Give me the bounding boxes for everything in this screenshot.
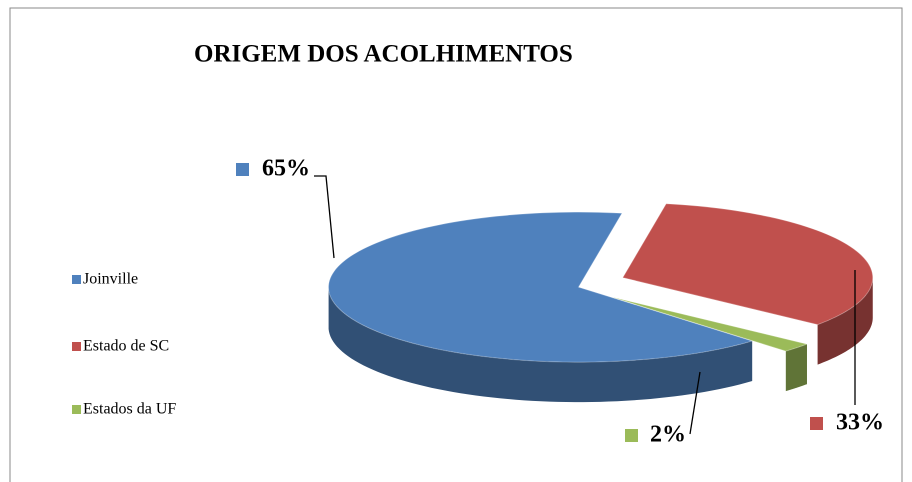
slice-tops	[328, 203, 874, 363]
data-label-swatch	[236, 163, 249, 176]
slice-side	[328, 288, 753, 403]
legend-label: Estado de SC	[83, 338, 169, 355]
leader-line	[314, 175, 335, 259]
legend-swatch	[72, 405, 81, 414]
data-label-swatch	[625, 429, 638, 442]
legend-label: Joinville	[83, 271, 138, 288]
legend-swatch	[72, 275, 81, 284]
data-label: 33%	[836, 410, 884, 436]
slice-sides	[328, 277, 873, 403]
slice-side	[785, 344, 807, 392]
slice	[612, 296, 809, 352]
chart-title: ORIGEM DOS ACOLHIMENTOS	[194, 41, 573, 68]
slice-side	[817, 277, 873, 365]
slice	[621, 203, 874, 326]
leader-line	[689, 371, 701, 435]
legend-label: Estados da UF	[83, 401, 176, 418]
chart-border	[9, 7, 903, 482]
data-label: 2%	[650, 422, 686, 448]
data-label: 65%	[262, 156, 310, 182]
slice	[328, 211, 754, 363]
data-label-swatch	[810, 417, 823, 430]
legend-swatch	[72, 342, 81, 351]
